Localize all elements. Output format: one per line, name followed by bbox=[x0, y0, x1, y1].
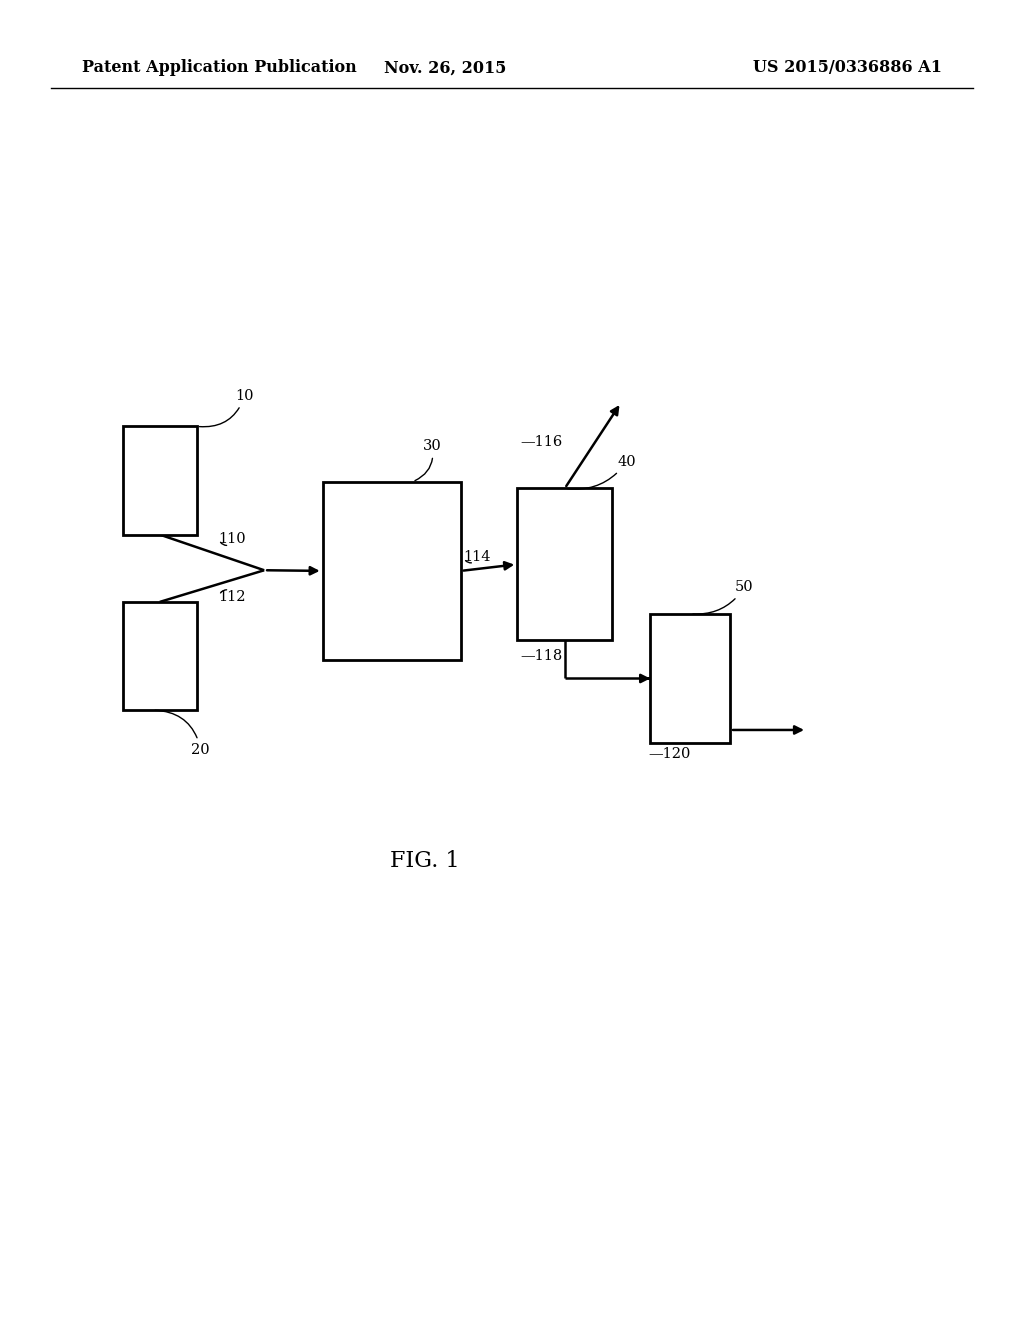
Text: 114: 114 bbox=[463, 550, 490, 564]
Text: 20: 20 bbox=[156, 710, 210, 758]
Text: Nov. 26, 2015: Nov. 26, 2015 bbox=[384, 59, 507, 77]
Bar bbox=[123, 426, 197, 535]
Text: 112: 112 bbox=[218, 590, 246, 603]
Text: 110: 110 bbox=[218, 532, 246, 545]
Bar bbox=[650, 614, 730, 743]
Bar bbox=[123, 602, 197, 710]
Text: 40: 40 bbox=[567, 454, 636, 490]
Bar bbox=[323, 482, 461, 660]
Bar bbox=[517, 488, 612, 640]
Text: US 2015/0336886 A1: US 2015/0336886 A1 bbox=[753, 59, 942, 77]
Text: —118: —118 bbox=[520, 649, 562, 663]
Text: Patent Application Publication: Patent Application Publication bbox=[82, 59, 356, 77]
Text: —120: —120 bbox=[648, 747, 690, 762]
Text: 10: 10 bbox=[200, 388, 254, 426]
Text: FIG. 1: FIG. 1 bbox=[390, 850, 460, 871]
Text: 50: 50 bbox=[693, 579, 754, 614]
Text: 30: 30 bbox=[415, 438, 441, 480]
Text: —116: —116 bbox=[520, 436, 562, 449]
